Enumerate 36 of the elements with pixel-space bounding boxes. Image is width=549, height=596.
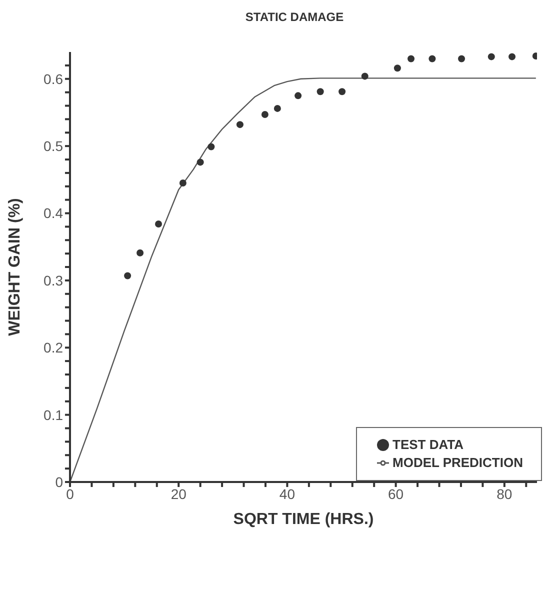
point <box>361 72 368 80</box>
y-tick-label: 0.6 <box>44 70 64 87</box>
point <box>179 180 186 187</box>
point <box>338 88 346 96</box>
y-tick-label: 0.1 <box>44 406 64 423</box>
y-tick-label: 0.2 <box>44 340 64 356</box>
y-tick-label: 0 <box>55 474 64 490</box>
point <box>261 110 268 118</box>
x-tick-label: 0 <box>66 486 74 502</box>
point <box>458 55 466 62</box>
x-tick-label: 40 <box>279 486 296 502</box>
point <box>274 104 281 112</box>
y-tick-label: 0.4 <box>44 205 64 222</box>
y-axis-title: WEIGHT GAIN (%) <box>6 198 24 336</box>
chart-title: STATIC DAMAGE <box>244 9 345 26</box>
point <box>394 64 401 72</box>
x-tick-label: 80 <box>496 486 512 502</box>
point <box>508 53 516 60</box>
legend-label: MODEL PREDICTION <box>392 455 523 470</box>
point <box>428 55 436 62</box>
legend-label: TEST DATA <box>392 437 464 452</box>
point <box>155 220 162 228</box>
point <box>316 88 324 96</box>
point <box>208 143 215 150</box>
x-tick-label: 20 <box>170 486 187 502</box>
x-axis-title: SQRT TIME (HRS.) <box>233 511 374 528</box>
point <box>488 53 495 60</box>
point <box>136 249 144 256</box>
x-tick-label: 60 <box>388 486 404 502</box>
point <box>294 92 302 100</box>
point <box>124 272 132 280</box>
point <box>408 55 415 62</box>
y-tick-label: 0.5 <box>44 138 64 154</box>
y-tick-label: 0.3 <box>44 272 64 288</box>
point <box>196 158 204 166</box>
point <box>236 121 244 128</box>
